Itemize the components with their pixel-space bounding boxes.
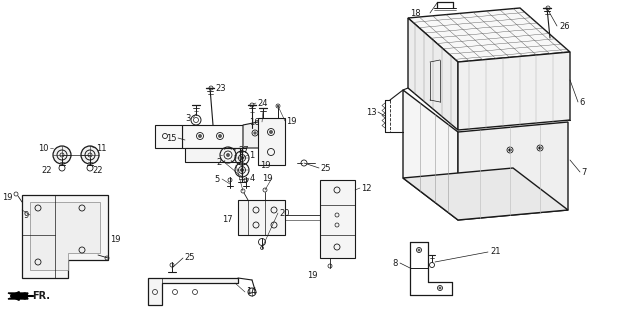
Circle shape xyxy=(53,146,71,164)
Text: 19: 19 xyxy=(307,270,318,279)
Text: 19: 19 xyxy=(261,161,271,170)
Circle shape xyxy=(241,169,244,172)
Text: 6: 6 xyxy=(579,98,585,107)
Polygon shape xyxy=(8,293,28,299)
Text: 22: 22 xyxy=(92,165,102,174)
Text: 19: 19 xyxy=(3,194,13,203)
Circle shape xyxy=(539,147,541,149)
Text: 3: 3 xyxy=(186,114,191,123)
Text: 4: 4 xyxy=(250,173,255,182)
Polygon shape xyxy=(458,52,570,130)
Circle shape xyxy=(227,154,229,156)
Circle shape xyxy=(277,105,279,107)
Text: 25: 25 xyxy=(320,164,330,172)
Text: 19: 19 xyxy=(286,116,296,125)
Text: 10: 10 xyxy=(38,143,49,153)
Text: 17: 17 xyxy=(222,215,233,225)
Circle shape xyxy=(219,134,222,138)
Polygon shape xyxy=(408,18,458,130)
Polygon shape xyxy=(403,90,458,220)
Polygon shape xyxy=(320,180,355,258)
Text: 22: 22 xyxy=(41,165,52,174)
Text: 27: 27 xyxy=(238,146,249,155)
Polygon shape xyxy=(403,168,568,220)
Text: FR.: FR. xyxy=(32,291,50,301)
Polygon shape xyxy=(30,202,100,270)
Text: 12: 12 xyxy=(361,183,372,193)
Text: 13: 13 xyxy=(366,108,377,116)
Text: 18: 18 xyxy=(410,9,421,18)
Text: 23: 23 xyxy=(215,84,225,92)
Polygon shape xyxy=(22,195,108,278)
Polygon shape xyxy=(243,120,268,148)
Text: 19: 19 xyxy=(110,236,121,244)
Text: 26: 26 xyxy=(559,21,570,30)
Text: 16: 16 xyxy=(249,117,260,126)
Text: 5: 5 xyxy=(215,174,220,183)
Text: 7: 7 xyxy=(581,167,587,177)
Circle shape xyxy=(439,287,441,289)
Circle shape xyxy=(81,146,99,164)
Text: 14: 14 xyxy=(246,287,256,297)
Polygon shape xyxy=(458,122,568,220)
Text: 1: 1 xyxy=(249,150,254,159)
Text: 8: 8 xyxy=(392,259,398,268)
Polygon shape xyxy=(148,278,238,305)
Circle shape xyxy=(241,156,244,159)
Circle shape xyxy=(269,131,273,133)
Text: 15: 15 xyxy=(166,133,177,142)
Text: 9: 9 xyxy=(24,211,29,220)
Polygon shape xyxy=(238,200,285,235)
Polygon shape xyxy=(258,118,285,165)
Text: 11: 11 xyxy=(96,143,107,153)
Polygon shape xyxy=(182,125,243,148)
Text: 21: 21 xyxy=(490,247,501,257)
Text: 20: 20 xyxy=(279,209,290,218)
Polygon shape xyxy=(408,8,570,62)
Text: 25: 25 xyxy=(184,253,195,262)
Polygon shape xyxy=(155,125,182,148)
Polygon shape xyxy=(185,148,240,162)
Circle shape xyxy=(418,249,420,251)
Circle shape xyxy=(254,132,256,134)
Text: 24: 24 xyxy=(257,99,268,108)
Polygon shape xyxy=(8,293,28,299)
Text: 2: 2 xyxy=(217,157,222,166)
Circle shape xyxy=(509,149,511,151)
Circle shape xyxy=(198,134,202,138)
Text: 19: 19 xyxy=(263,173,273,182)
